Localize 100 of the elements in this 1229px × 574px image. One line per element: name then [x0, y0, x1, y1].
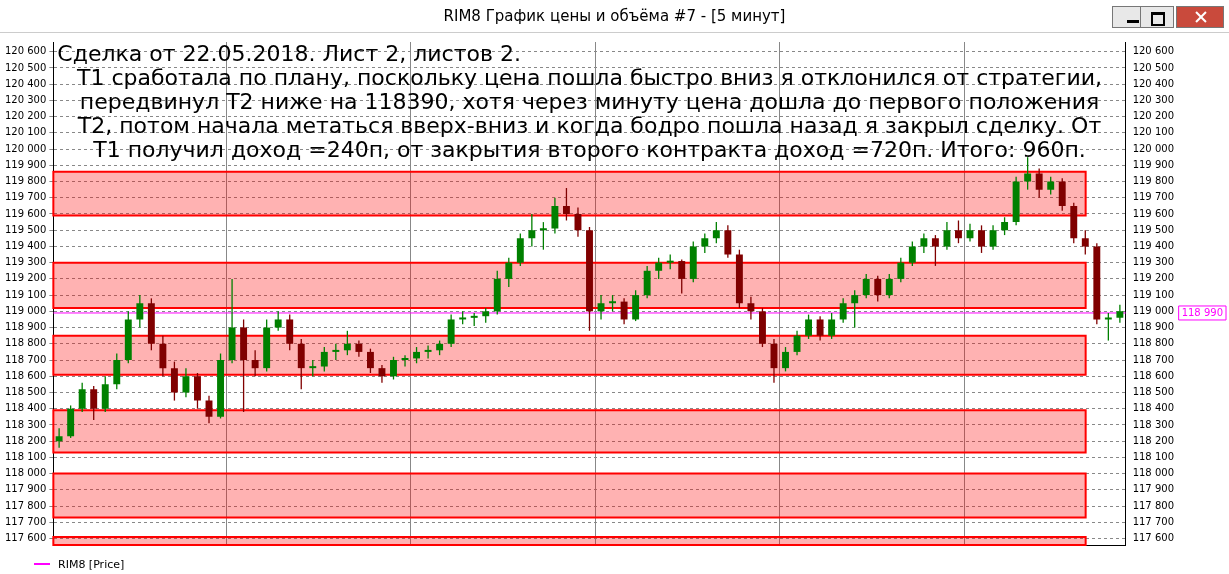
y-tick-label: 119 700	[4, 191, 47, 203]
y2-tick-label: 120 100	[1132, 126, 1175, 138]
candlestick	[955, 219, 962, 244]
candlestick	[78, 382, 86, 413]
y2-tick-label: 119 700	[1132, 191, 1175, 203]
candlestick	[1081, 229, 1089, 256]
y-tick-label: 118 700	[4, 353, 47, 365]
candlestick	[424, 344, 432, 360]
candlestick	[274, 310, 282, 332]
y-tick-label: 119 600	[4, 207, 47, 219]
y2-tick-label: 119 600	[1132, 207, 1175, 219]
y2-tick-label: 118 300	[1132, 418, 1175, 430]
y2-tick-label: 118 200	[1132, 434, 1175, 446]
candlestick	[931, 234, 939, 267]
y-tick-label: 119 400	[4, 240, 47, 252]
candlestick	[908, 240, 916, 267]
candlestick	[678, 258, 686, 295]
y-tick-label: 119 100	[4, 288, 47, 300]
candlestick	[539, 221, 547, 251]
candlestick	[885, 273, 893, 300]
y-tick-label: 118 200	[4, 434, 47, 446]
y-tick-label: 118 800	[4, 337, 47, 349]
y-tick-label: 119 900	[4, 158, 47, 170]
y2-tick-label: 118 100	[1132, 450, 1175, 462]
y-tick-label: 118 600	[4, 369, 47, 381]
annotation: Т1 сработала по плану, поскольку цена пошла быстро вниз я отклонился от стратегии, передвинул Т2 ниже на 118390, хотя через минуту цена дошла до первого положения Т2, потом начала метаться вверх-вниз и когда бодро пошла назад я закрыл сделку. От Т1 получил доход =240п, от закрытия второго контракта доход =720п. Итого: 960п.	[76, 64, 1102, 162]
candlestick	[839, 297, 847, 324]
candlestick	[1116, 304, 1124, 324]
candlestick	[943, 221, 951, 251]
y-tick-label: 118 300	[4, 418, 47, 430]
y-tick-label: 119 000	[4, 304, 47, 316]
y-tick-label: 120 000	[4, 142, 47, 154]
candlestick	[251, 349, 259, 377]
y2-tick-label: 118 400	[1132, 402, 1175, 414]
candlestick	[920, 232, 928, 254]
y-tick-label: 120 300	[4, 94, 47, 106]
candlestick	[655, 257, 663, 280]
candlestick	[712, 221, 720, 244]
candlestick	[782, 346, 789, 373]
y2-tick-label: 120 600	[1132, 45, 1175, 57]
candlestick	[816, 315, 824, 342]
legend-title: RIM8 [Price]	[58, 557, 125, 571]
candlestick	[1104, 312, 1112, 342]
candlestick	[793, 330, 801, 356]
y-tick-label: 118 100	[4, 450, 47, 462]
candlestick	[1035, 167, 1043, 199]
y2-tick-label: 117 800	[1132, 499, 1175, 511]
candlestick	[182, 367, 190, 398]
y-tick-label: 120 100	[4, 126, 47, 138]
y-tick-label: 118 400	[4, 402, 47, 414]
y2-tick-label: 120 500	[1132, 61, 1175, 73]
y-tick-label: 118 000	[4, 467, 47, 479]
y2-tick-label: 120 200	[1132, 110, 1175, 122]
y-tick-label: 119 200	[4, 272, 47, 284]
y-tick-label: 119 800	[4, 175, 47, 187]
candlestick	[55, 427, 63, 449]
candlestick	[805, 313, 813, 340]
y2-tick-label: 118 000	[1132, 467, 1175, 479]
y-tick-label: 120 400	[4, 77, 47, 89]
y2-tick-label: 117 900	[1132, 483, 1175, 495]
y2-tick-label: 120 400	[1132, 77, 1175, 89]
candlestick	[551, 197, 559, 235]
ref-line-label: 118 990	[1181, 306, 1224, 318]
y-tick-label: 120 200	[4, 110, 47, 122]
candlestick	[874, 275, 882, 303]
y-tick-label: 119 500	[4, 223, 47, 235]
candlestick	[620, 297, 628, 325]
candlestick	[828, 312, 836, 340]
candlestick	[701, 232, 709, 254]
y-tick-label: 118 900	[4, 321, 47, 333]
y2-tick-label: 117 600	[1132, 532, 1175, 544]
y2-tick-label: 119 500	[1132, 223, 1175, 235]
y2-tick-label: 119 100	[1132, 288, 1175, 300]
candlestick	[989, 224, 997, 251]
y-tick-label: 120 500	[4, 61, 47, 73]
y2-tick-label: 117 700	[1132, 515, 1175, 527]
candlestick	[862, 273, 870, 300]
y2-tick-label: 119 800	[1132, 175, 1175, 187]
y2-tick-label: 118 700	[1132, 353, 1175, 365]
y-tick-label: 119 300	[4, 256, 47, 268]
candlestick	[505, 257, 513, 288]
chart-title: RIM8 График цены и объёма #7 - [5 минут]	[442, 7, 787, 25]
y2-tick-label: 119 900	[1132, 158, 1175, 170]
candlestick	[1024, 156, 1032, 191]
y2-tick-label: 119 000	[1132, 304, 1175, 316]
candlestick	[343, 330, 351, 356]
y2-tick-label: 119 400	[1132, 240, 1175, 252]
candlestick	[978, 224, 985, 254]
candlestick	[90, 385, 98, 421]
y-tick-label: 120 600	[4, 45, 47, 57]
candlestick	[366, 348, 374, 374]
y2-tick-label: 118 500	[1132, 386, 1175, 398]
y-tick-label: 117 800	[4, 499, 47, 511]
y-tick-label: 117 700	[4, 515, 47, 527]
candlestick	[528, 213, 536, 248]
y-tick-label: 118 500	[4, 386, 47, 398]
y-tick-label: 117 900	[4, 483, 47, 495]
candlestick	[851, 289, 859, 329]
y2-tick-label: 120 000	[1132, 142, 1175, 154]
candlestick	[897, 257, 905, 283]
